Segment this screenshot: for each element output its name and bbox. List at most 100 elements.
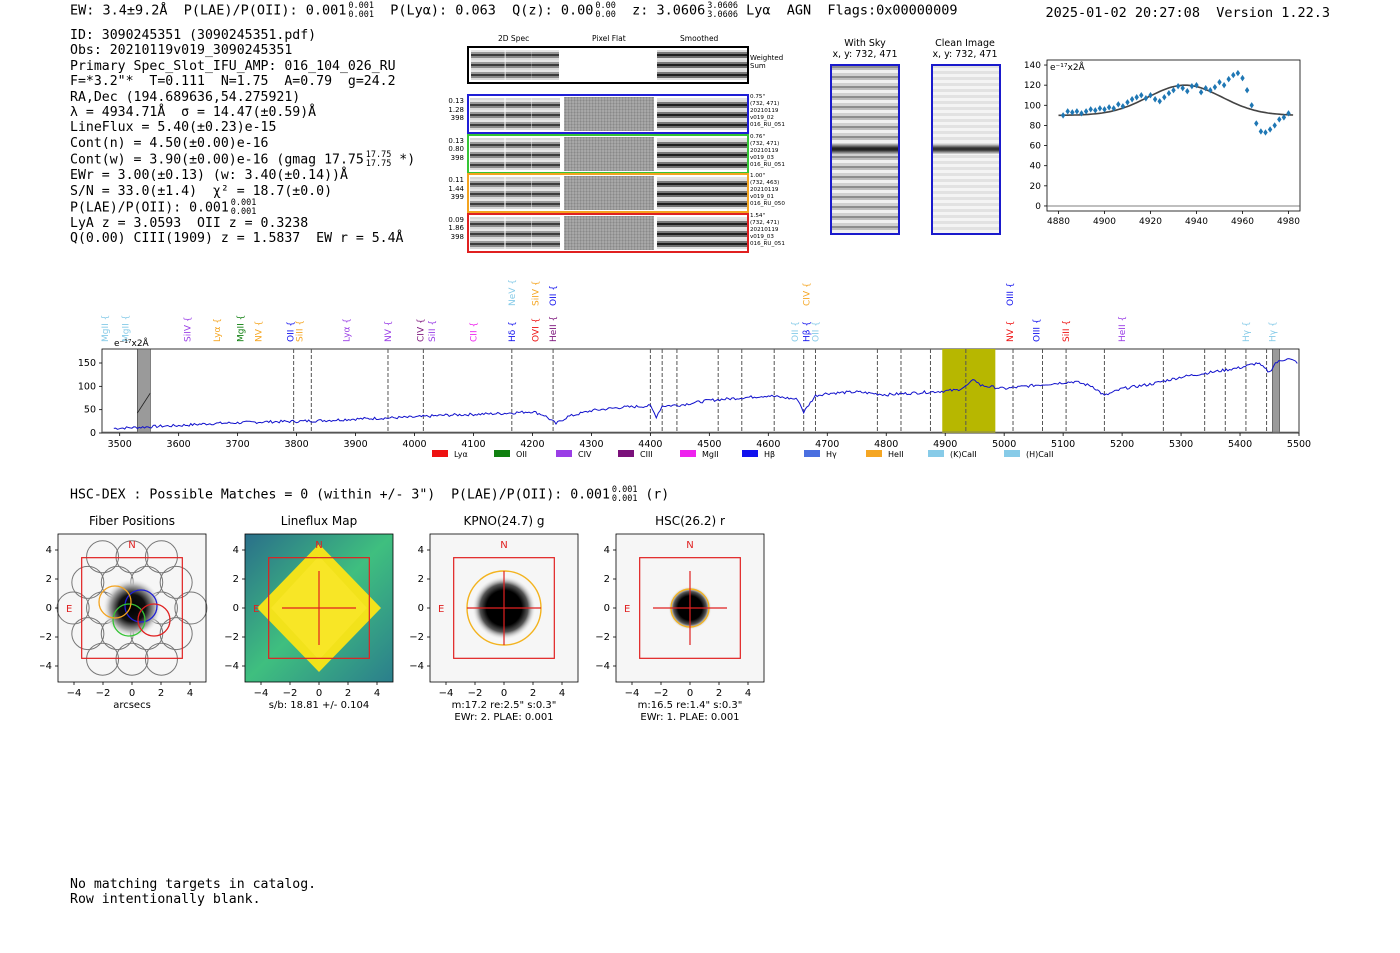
fiber-pixel-flat bbox=[564, 215, 654, 250]
full-x-tick-label: 5100 bbox=[1051, 439, 1075, 450]
fiber-circle bbox=[86, 642, 120, 676]
spectra-2d-panel: 2D Spec Pixel Flat Smoothed Weighted Sum… bbox=[440, 30, 800, 260]
info-id: ID: 3090245351 (3090245351.pdf) bbox=[70, 28, 317, 43]
legend-label: OII bbox=[516, 450, 527, 459]
gauss-data-point bbox=[1125, 99, 1130, 106]
east-label: E bbox=[438, 604, 444, 615]
gauss-data-point bbox=[1102, 106, 1107, 113]
fiber-blue bbox=[124, 589, 158, 623]
y-tick-label: −2 bbox=[409, 632, 424, 643]
fiber-row-meta: 1.00" (732, 463) 20210119 v019_01 016_RU… bbox=[750, 173, 785, 207]
full-y-tick-label: 150 bbox=[78, 358, 96, 369]
cutout-caption: m:16.5 re:1.4" s:0.3" bbox=[638, 700, 743, 711]
emission-line-label: MgII { bbox=[237, 315, 247, 342]
fiber-row-stats: 0.09 1.86 398 bbox=[448, 215, 464, 241]
fiber-circle bbox=[144, 540, 178, 574]
gauss-data-point bbox=[1263, 129, 1268, 136]
fiber-row-stats: 0.13 0.80 398 bbox=[448, 136, 464, 162]
x-tick-label: −4 bbox=[439, 688, 454, 699]
info-ewr: EWr = 3.00(±0.13) (w: 3.40(±0.14))Å bbox=[70, 168, 348, 184]
with-sky-image bbox=[830, 64, 900, 235]
emission-line-label: SiIV { bbox=[531, 280, 541, 306]
info-plae: P(LAE)/P(OII): 0.001 0.001 0.001 bbox=[70, 198, 257, 217]
gauss-data-point bbox=[1166, 90, 1172, 97]
full-x-tick-label: 4400 bbox=[638, 439, 662, 450]
y-tick-label: −4 bbox=[595, 661, 610, 672]
full-x-tick-label: 5300 bbox=[1169, 439, 1193, 450]
masked-region bbox=[1272, 348, 1280, 434]
fiber-circle bbox=[115, 540, 149, 574]
fiber-row-frame bbox=[467, 133, 749, 174]
x-tick-label: 4 bbox=[374, 688, 380, 699]
fiber-circle bbox=[174, 591, 208, 625]
legend-swatch bbox=[742, 450, 758, 457]
full-x-tick-label: 5200 bbox=[1110, 439, 1134, 450]
emission-line-label: SiII { bbox=[296, 320, 306, 342]
gauss-y-tick-label: 60 bbox=[1030, 142, 1042, 152]
info-lya: LyA z = 3.0593 OII z = 0.3238 bbox=[70, 216, 309, 232]
cutout-caption-2: EWr: 2. PLAE: 0.001 bbox=[454, 712, 553, 723]
emission-line-label: SiII { bbox=[428, 320, 438, 342]
y-tick-label: −4 bbox=[224, 661, 239, 672]
fiber-row-stats: 0.13 1.28 398 bbox=[448, 97, 464, 122]
y-tick-label: 2 bbox=[418, 574, 424, 585]
gauss-x-tick-label: 4960 bbox=[1231, 217, 1254, 227]
emission-line-label: NV { bbox=[384, 321, 394, 342]
full-x-tick-label: 5400 bbox=[1228, 439, 1252, 450]
header-flags: Lyα AGN Flags:0x00000009 bbox=[738, 2, 958, 19]
notes-line-1: No matching targets in catalog. bbox=[70, 877, 317, 892]
gauss-data-point bbox=[1194, 81, 1199, 89]
x-tick-label: 0 bbox=[501, 688, 507, 699]
x-tick-label: 0 bbox=[129, 688, 135, 699]
fiber-row-frame bbox=[467, 173, 749, 213]
fiber-circle bbox=[71, 617, 105, 651]
legend-label: Hβ bbox=[764, 450, 775, 459]
full-y-tick-label: 0 bbox=[90, 428, 96, 439]
with-sky-title: With Sky x, y: 732, 471 bbox=[832, 38, 898, 60]
legend-label: CIV bbox=[578, 450, 592, 459]
emission-line-label: HeII { bbox=[549, 316, 559, 342]
y-tick-label: 2 bbox=[233, 574, 239, 585]
legend-label: MgII bbox=[702, 450, 719, 459]
emission-line-label: SiIV { bbox=[184, 316, 194, 342]
fiber-circle bbox=[144, 642, 178, 676]
col-header-pixel-flat: Pixel Flat bbox=[592, 34, 626, 43]
emission-line-label: OIII { bbox=[1033, 318, 1043, 342]
gauss-y-tick-label: 20 bbox=[1030, 182, 1042, 192]
fiber-row-frame bbox=[467, 212, 749, 253]
y-tick-label: −4 bbox=[409, 661, 424, 672]
header-z: z: 3.0606 bbox=[615, 2, 706, 19]
y-tick-label: 0 bbox=[604, 603, 610, 614]
masked-region bbox=[137, 348, 151, 434]
y-tick-label: 2 bbox=[604, 574, 610, 585]
full-x-tick-label: 3600 bbox=[167, 439, 191, 450]
detection-info: ID: 3090245351 (3090245351.pdf) Obs: 2021… bbox=[70, 28, 415, 247]
gauss-x-tick-label: 4980 bbox=[1277, 217, 1300, 227]
emission-line-label: NV { bbox=[1006, 321, 1016, 342]
gauss-y-tick-label: 100 bbox=[1024, 101, 1041, 111]
fiber-pixel-flat bbox=[564, 97, 654, 131]
legend-label: HeII bbox=[888, 450, 904, 459]
full-x-tick-label: 4900 bbox=[933, 439, 957, 450]
emission-line-label: Hγ { bbox=[1242, 321, 1252, 342]
gauss-plot-frame bbox=[1046, 59, 1301, 212]
gauss-data-point bbox=[1286, 110, 1291, 117]
full-x-tick-label: 4800 bbox=[874, 439, 898, 450]
east-label: E bbox=[624, 604, 630, 615]
emission-line-label: Hγ { bbox=[1268, 321, 1278, 342]
y-tick-label: 4 bbox=[418, 545, 424, 556]
col-header-2d-spec: 2D Spec bbox=[498, 34, 530, 43]
legend-label: Lyα bbox=[454, 450, 468, 459]
emission-line-label: OII { bbox=[287, 321, 297, 342]
north-label: N bbox=[500, 540, 507, 551]
col-header-smoothed: Smoothed bbox=[680, 34, 719, 43]
full-x-tick-label: 4600 bbox=[756, 439, 780, 450]
gauss-y-axis: 0 20 40 60 80 100 120 140 bbox=[1024, 61, 1047, 212]
y-tick-label: 4 bbox=[233, 545, 239, 556]
cutout-panel: Fiber Positions N E −4 −4 −2 −2 0 0 2 2 4 4 arcsecs bbox=[40, 514, 208, 711]
spectrum-line bbox=[113, 358, 1298, 430]
info-lambda: λ = 4934.71Å σ = 14.47(±0.59)Å bbox=[70, 105, 317, 121]
fiber-2d-strip bbox=[470, 216, 560, 249]
source-blob bbox=[102, 578, 162, 638]
